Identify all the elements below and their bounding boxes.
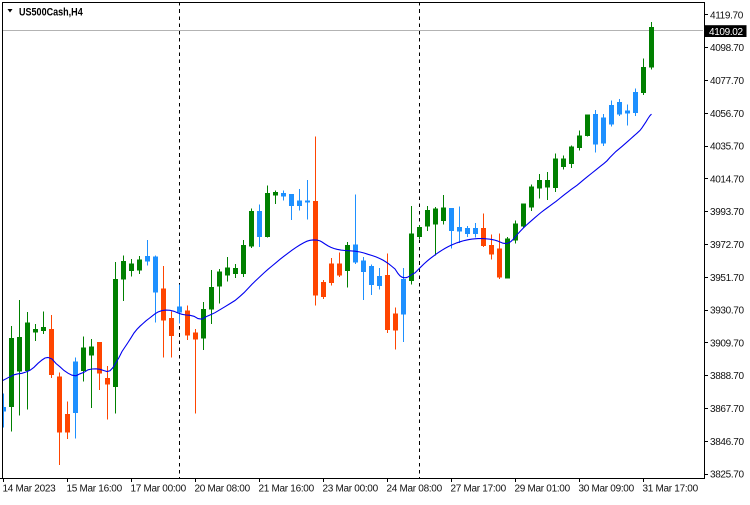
- svg-text:31 Mar 17:00: 31 Mar 17:00: [643, 483, 699, 494]
- svg-text:4098.70: 4098.70: [710, 43, 744, 54]
- svg-text:3909.70: 3909.70: [710, 338, 744, 349]
- svg-text:3930.70: 3930.70: [710, 306, 744, 317]
- svg-text:4109.02: 4109.02: [709, 27, 743, 38]
- svg-text:3951.70: 3951.70: [710, 273, 744, 284]
- svg-text:4035.70: 4035.70: [710, 142, 744, 153]
- svg-text:US500Cash,H4: US500Cash,H4: [19, 7, 83, 19]
- svg-text:4014.70: 4014.70: [710, 174, 744, 185]
- svg-text:3972.70: 3972.70: [710, 240, 744, 251]
- svg-text:14 Mar 2023: 14 Mar 2023: [3, 483, 57, 494]
- svg-text:27 Mar 17:00: 27 Mar 17:00: [451, 483, 507, 494]
- svg-text:29 Mar 01:00: 29 Mar 01:00: [515, 483, 571, 494]
- svg-text:23 Mar 00:00: 23 Mar 00:00: [323, 483, 379, 494]
- svg-text:3867.70: 3867.70: [710, 404, 744, 415]
- svg-text:17 Mar 00:00: 17 Mar 00:00: [131, 483, 187, 494]
- svg-text:3993.70: 3993.70: [710, 207, 744, 218]
- svg-text:24 Mar 08:00: 24 Mar 08:00: [387, 483, 443, 494]
- svg-text:15 Mar 16:00: 15 Mar 16:00: [67, 483, 123, 494]
- svg-text:3846.70: 3846.70: [710, 437, 744, 448]
- svg-text:21 Mar 16:00: 21 Mar 16:00: [259, 483, 315, 494]
- svg-text:20 Mar 08:00: 20 Mar 08:00: [195, 483, 251, 494]
- svg-text:4119.70: 4119.70: [710, 10, 744, 21]
- svg-text:30 Mar 09:00: 30 Mar 09:00: [579, 483, 635, 494]
- svg-text:3825.70: 3825.70: [710, 470, 744, 481]
- svg-text:3888.70: 3888.70: [710, 371, 744, 382]
- svg-text:4077.70: 4077.70: [710, 76, 744, 87]
- svg-text:4056.70: 4056.70: [710, 109, 744, 120]
